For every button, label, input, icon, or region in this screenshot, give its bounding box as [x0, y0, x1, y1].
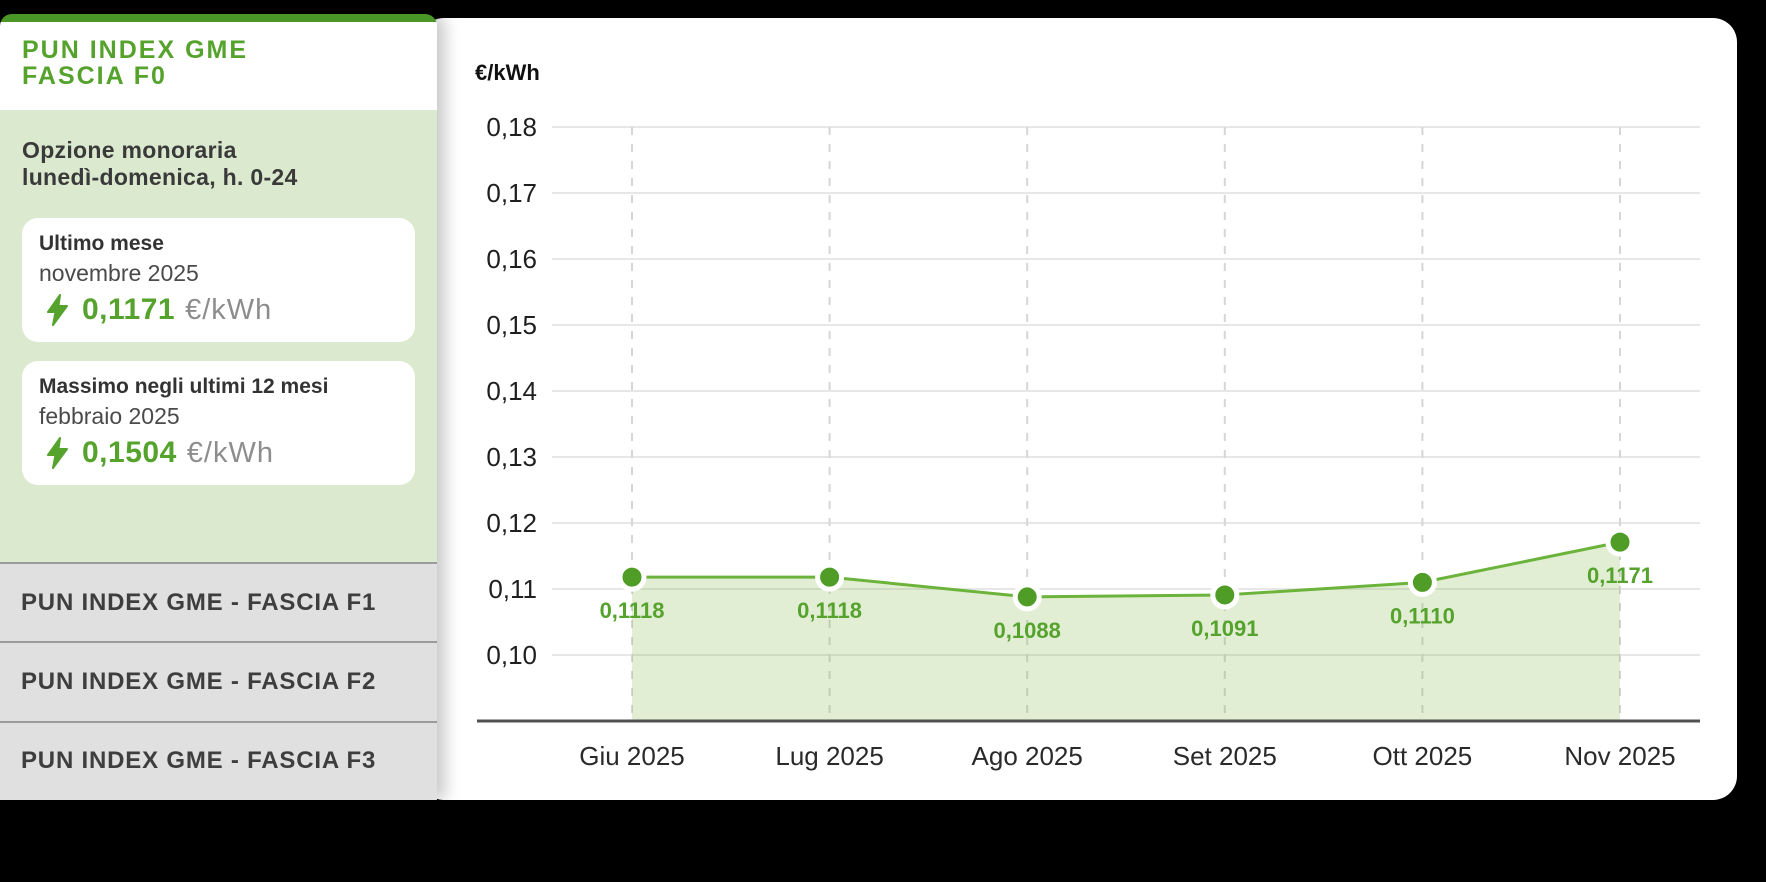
svg-text:Ago 2025: Ago 2025: [972, 741, 1083, 771]
svg-text:0,1110: 0,1110: [1390, 603, 1455, 628]
data-point[interactable]: [815, 562, 845, 592]
lightning-bolt-icon: [47, 437, 68, 469]
price-unit: €/kWh: [186, 436, 274, 469]
option-subtitle: Opzione monoraria lunedì-domenica, h. 0-…: [22, 137, 415, 191]
svg-text:0,11: 0,11: [488, 574, 537, 604]
data-point[interactable]: [1605, 527, 1635, 557]
page-title-line1: PUN INDEX GME: [22, 36, 249, 64]
chart-panel: 0,10 0,11 0,12 0,13 0,14 0,15 0,16 0,17 0,18 Giu …: [420, 18, 1737, 800]
page-title: PUN INDEX GME FASCIA F0: [0, 22, 437, 89]
data-labels: 0,1118 0,1118 0,1088 0,1091 0,1110 0,1171: [600, 563, 1653, 643]
x-gridlines: [631, 127, 1621, 721]
area-fill: [632, 542, 1620, 721]
svg-text:0,16: 0,16: [486, 244, 537, 274]
fascia-tabs: PUN INDEX GME - FASCIA F1 PUN INDEX GME …: [0, 562, 437, 800]
chart-unit-label: €/kWh: [475, 60, 540, 85]
data-point[interactable]: [1210, 580, 1240, 610]
card-period: febbraio 2025: [39, 403, 180, 429]
svg-text:0,15: 0,15: [486, 310, 537, 340]
price-chart-svg: 0,10 0,11 0,12 0,13 0,14 0,15 0,16 0,17 0,18 Giu …: [475, 60, 1700, 771]
y-gridlines: [552, 126, 1700, 656]
card-value-row: 0,1171 €/kWh: [39, 293, 398, 327]
data-point[interactable]: [617, 562, 647, 592]
lightning-bolt-icon: [47, 294, 68, 326]
svg-text:0,13: 0,13: [486, 442, 537, 472]
svg-text:Nov 2025: Nov 2025: [1564, 741, 1675, 771]
sidebar-header: PUN INDEX GME FASCIA F0: [0, 22, 437, 110]
svg-text:0,10: 0,10: [486, 640, 537, 670]
tab-fascia-f3[interactable]: PUN INDEX GME - FASCIA F3: [0, 720, 437, 800]
tab-fascia-f2[interactable]: PUN INDEX GME - FASCIA F2: [0, 641, 437, 721]
data-point[interactable]: [1407, 567, 1437, 597]
option-subtitle-line1: Opzione monoraria: [22, 137, 237, 163]
svg-text:0,1118: 0,1118: [797, 598, 862, 623]
latest-month-card: Ultimo mese novembre 2025 0,1171 €/kWh: [22, 218, 415, 342]
sidebar-top-accent-bar: [0, 14, 437, 22]
y-axis-labels: 0,10 0,11 0,12 0,13 0,14 0,15 0,16 0,17 0,18: [486, 112, 537, 670]
max-12-months-card: Massimo negli ultimi 12 mesi febbraio 20…: [22, 361, 415, 485]
card-period: novembre 2025: [39, 260, 199, 286]
svg-text:0,14: 0,14: [486, 376, 537, 406]
svg-text:0,1171: 0,1171: [1587, 563, 1653, 588]
svg-text:Giu 2025: Giu 2025: [579, 741, 685, 771]
x-axis-labels: Giu 2025 Lug 2025 Ago 2025 Set 2025 Ott 2025…: [579, 741, 1675, 771]
sidebar-info-section: Opzione monoraria lunedì-domenica, h. 0-…: [0, 110, 437, 562]
svg-text:0,18: 0,18: [486, 112, 537, 142]
svg-text:0,1091: 0,1091: [1191, 616, 1258, 641]
card-value-row: 0,1504 €/kWh: [39, 436, 398, 470]
svg-text:Set 2025: Set 2025: [1173, 741, 1277, 771]
page-title-line2: FASCIA F0: [22, 62, 167, 90]
price-unit: €/kWh: [185, 293, 273, 326]
data-point[interactable]: [1012, 582, 1042, 612]
sidebar: PUN INDEX GME FASCIA F0 Opzione monorari…: [0, 14, 437, 800]
card-title: Ultimo mese: [39, 232, 164, 255]
data-points[interactable]: [617, 527, 1635, 612]
svg-text:€/kWh: €/kWh: [475, 60, 540, 85]
svg-text:0,1118: 0,1118: [600, 598, 665, 623]
option-subtitle-line2: lunedì-domenica, h. 0-24: [22, 164, 298, 190]
svg-text:0,17: 0,17: [486, 178, 537, 208]
svg-text:Lug 2025: Lug 2025: [775, 741, 883, 771]
price-value: 0,1504: [82, 436, 177, 469]
card-title: Massimo negli ultimi 12 mesi: [39, 375, 329, 398]
svg-text:Ott 2025: Ott 2025: [1373, 741, 1473, 771]
svg-text:0,12: 0,12: [486, 508, 537, 538]
tab-fascia-f1[interactable]: PUN INDEX GME - FASCIA F1: [0, 562, 437, 642]
svg-text:0,1088: 0,1088: [994, 618, 1061, 643]
price-line: [632, 540, 1621, 599]
price-value: 0,1171: [82, 293, 176, 326]
